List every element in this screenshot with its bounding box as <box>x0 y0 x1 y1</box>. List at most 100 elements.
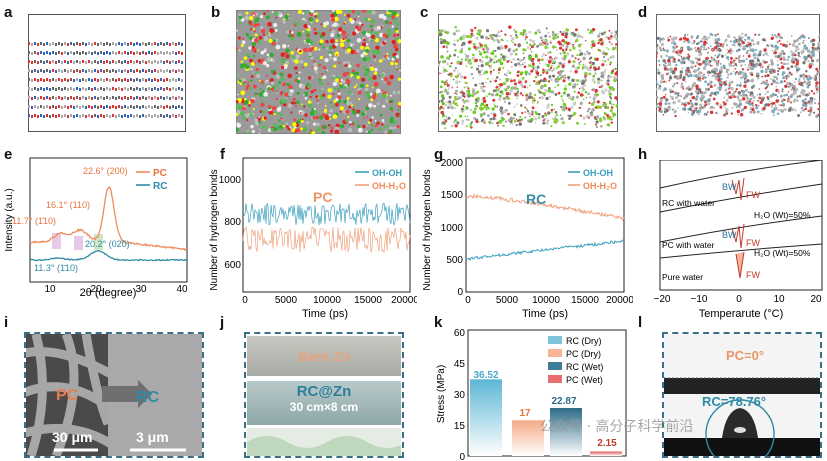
f-legend-ohoh: OH-OH <box>372 168 402 178</box>
e-tick: 10 <box>44 284 56 295</box>
e-ann-020: 20.2° (020) <box>85 239 130 249</box>
k-legend-0: RC (Dry) <box>566 336 602 346</box>
h-water-1: H₂O (Wt)=50% <box>754 210 811 220</box>
j-wavy-photo <box>247 428 401 456</box>
f-ytick: 600 <box>224 260 241 271</box>
f-xtick: 0 <box>242 295 248 306</box>
g-legend-ohh2o: OH-H₂O <box>583 181 617 191</box>
i-rc-label: RC <box>136 389 160 406</box>
f-tag: PC <box>313 189 332 205</box>
panel-e-xrd-chart: Intensity (a.u.) 2θ (degree) 10 20 30 40… <box>4 157 188 299</box>
panel-label-j: j <box>220 314 225 331</box>
panel-h-dsc-chart: Temperarute (°C) −20 −10 0 10 20 BW BW F… <box>654 160 823 320</box>
h-xtick: 0 <box>736 294 742 305</box>
h-fw-2: FW <box>746 238 760 248</box>
k-bar-pc-wet <box>590 451 622 456</box>
h-xtick: 20 <box>810 294 822 305</box>
g-legend-ohoh: OH-OH <box>583 168 613 178</box>
panel-a-crystal <box>28 14 186 132</box>
g-xtick: 20000 <box>606 295 633 306</box>
panel-i-frame <box>24 332 204 458</box>
panel-b-amorphous <box>236 10 401 134</box>
e-ann-110: 16.1° (110) <box>46 200 90 210</box>
k-bar-rc-dry <box>470 379 502 456</box>
k-val-1: 17 <box>519 408 531 419</box>
k-val-0: 36.52 <box>473 370 498 381</box>
k-val-2: 22.87 <box>551 396 576 407</box>
h-fw-3: FW <box>746 270 760 280</box>
panel-label-i: i <box>4 314 9 331</box>
e-ann-1-10: 11.7° (1̄10) <box>12 216 56 226</box>
h-xtick: −10 <box>691 294 708 305</box>
g-xlabel: Time (ps) <box>522 308 568 320</box>
f-ylabel: Number of hydrogen bonds <box>209 169 220 290</box>
g-ytick: 2000 <box>441 158 464 169</box>
k-ytick: 60 <box>454 328 466 339</box>
panel-c-slab <box>438 14 618 132</box>
e-ylabel: Intensity (a.u.) <box>4 188 15 251</box>
h-bw-1: BW <box>722 182 737 192</box>
i-pc-label: PC <box>56 387 79 404</box>
panel-label-l: l <box>638 314 643 331</box>
j-rczn-label: RC@Zn <box>296 383 352 400</box>
g-ytick: 1000 <box>441 223 464 234</box>
panel-k-stress-chart: Stress (MPa) 0 15 30 45 60 36.52 17 22.8… <box>436 328 627 461</box>
k-legend-2: RC (Wet) <box>566 362 603 372</box>
k-legend-1: PC (Dry) <box>566 349 601 359</box>
f-xtick: 15000 <box>354 295 382 306</box>
k-ytick: 30 <box>454 390 466 401</box>
panel-label-k: k <box>434 314 443 331</box>
g-ylabel: Number of hydrogen bonds <box>422 169 433 290</box>
f-xtick: 10000 <box>313 295 341 306</box>
h-xlabel: Temperarute (°C) <box>699 308 783 320</box>
g-ytick: 1500 <box>441 190 464 201</box>
e-legend-rc: RC <box>153 181 167 192</box>
f-xtick: 5000 <box>275 295 298 306</box>
panel-label-d: d <box>638 4 648 21</box>
e-xlabel: 2θ (degree) <box>80 287 137 299</box>
panel-j-frame <box>244 332 404 458</box>
e-tick: 20 <box>90 284 102 295</box>
l-pc-label: PC=0° <box>726 348 764 363</box>
g-xtick: 0 <box>465 295 471 306</box>
g-ytick: 500 <box>446 255 463 266</box>
k-legend-3: PC (Wet) <box>566 375 603 385</box>
f-xlabel: Time (ps) <box>302 308 348 320</box>
g-tag: RC <box>526 191 546 207</box>
l-rc-label: RC=78.76° <box>702 394 766 409</box>
panel-label-h: h <box>638 146 648 163</box>
panel-l-contact-angle: PC=0° RC=78.76° <box>664 334 820 456</box>
panel-label-e: e <box>4 146 13 163</box>
panel-label-b: b <box>211 4 221 21</box>
h-bw-2: BW <box>722 230 737 240</box>
g-xtick: 5000 <box>496 295 519 306</box>
i-scale-30um: 30 μm <box>52 429 92 445</box>
g-xtick: 10000 <box>532 295 560 306</box>
e-tick: 30 <box>135 284 147 295</box>
panel-i-sem: PC RC 30 μm 3 μm <box>26 334 202 456</box>
f-ytick: 1000 <box>219 175 242 186</box>
panel-f-hbond-chart: Number of hydrogen bonds Time (ps) 600 8… <box>209 157 417 320</box>
f-legend-ohh2o: OH-H₂O <box>372 181 406 191</box>
i-scale-3um: 3 μm <box>136 429 169 445</box>
e-legend-pc: PC <box>153 168 167 179</box>
panel-label-c: c <box>420 4 429 21</box>
j-size-label: 30 cm×8 cm <box>289 400 359 414</box>
h-row-rc: RC with water <box>662 198 715 208</box>
panel-label-g: g <box>434 146 444 163</box>
h-xtick: −20 <box>654 294 671 305</box>
h-row-pc: PC with water <box>662 240 715 250</box>
j-bare-zn-photo: Bare Zn <box>247 336 401 376</box>
watermark: 公众号 · 高分子科学前沿 <box>540 419 694 435</box>
k-ytick: 45 <box>454 359 466 370</box>
g-xtick: 15000 <box>571 295 599 306</box>
panel-label-f: f <box>220 146 225 163</box>
f-ytick: 800 <box>224 217 241 228</box>
k-ytick: 15 <box>454 421 466 432</box>
h-fw-1: FW <box>746 190 760 200</box>
panel-label-a: a <box>4 4 13 21</box>
k-bar-pc-dry <box>512 420 544 456</box>
k-ytick: 0 <box>459 452 465 461</box>
g-ytick: 0 <box>457 287 463 298</box>
f-xtick: 20000 <box>391 295 417 306</box>
